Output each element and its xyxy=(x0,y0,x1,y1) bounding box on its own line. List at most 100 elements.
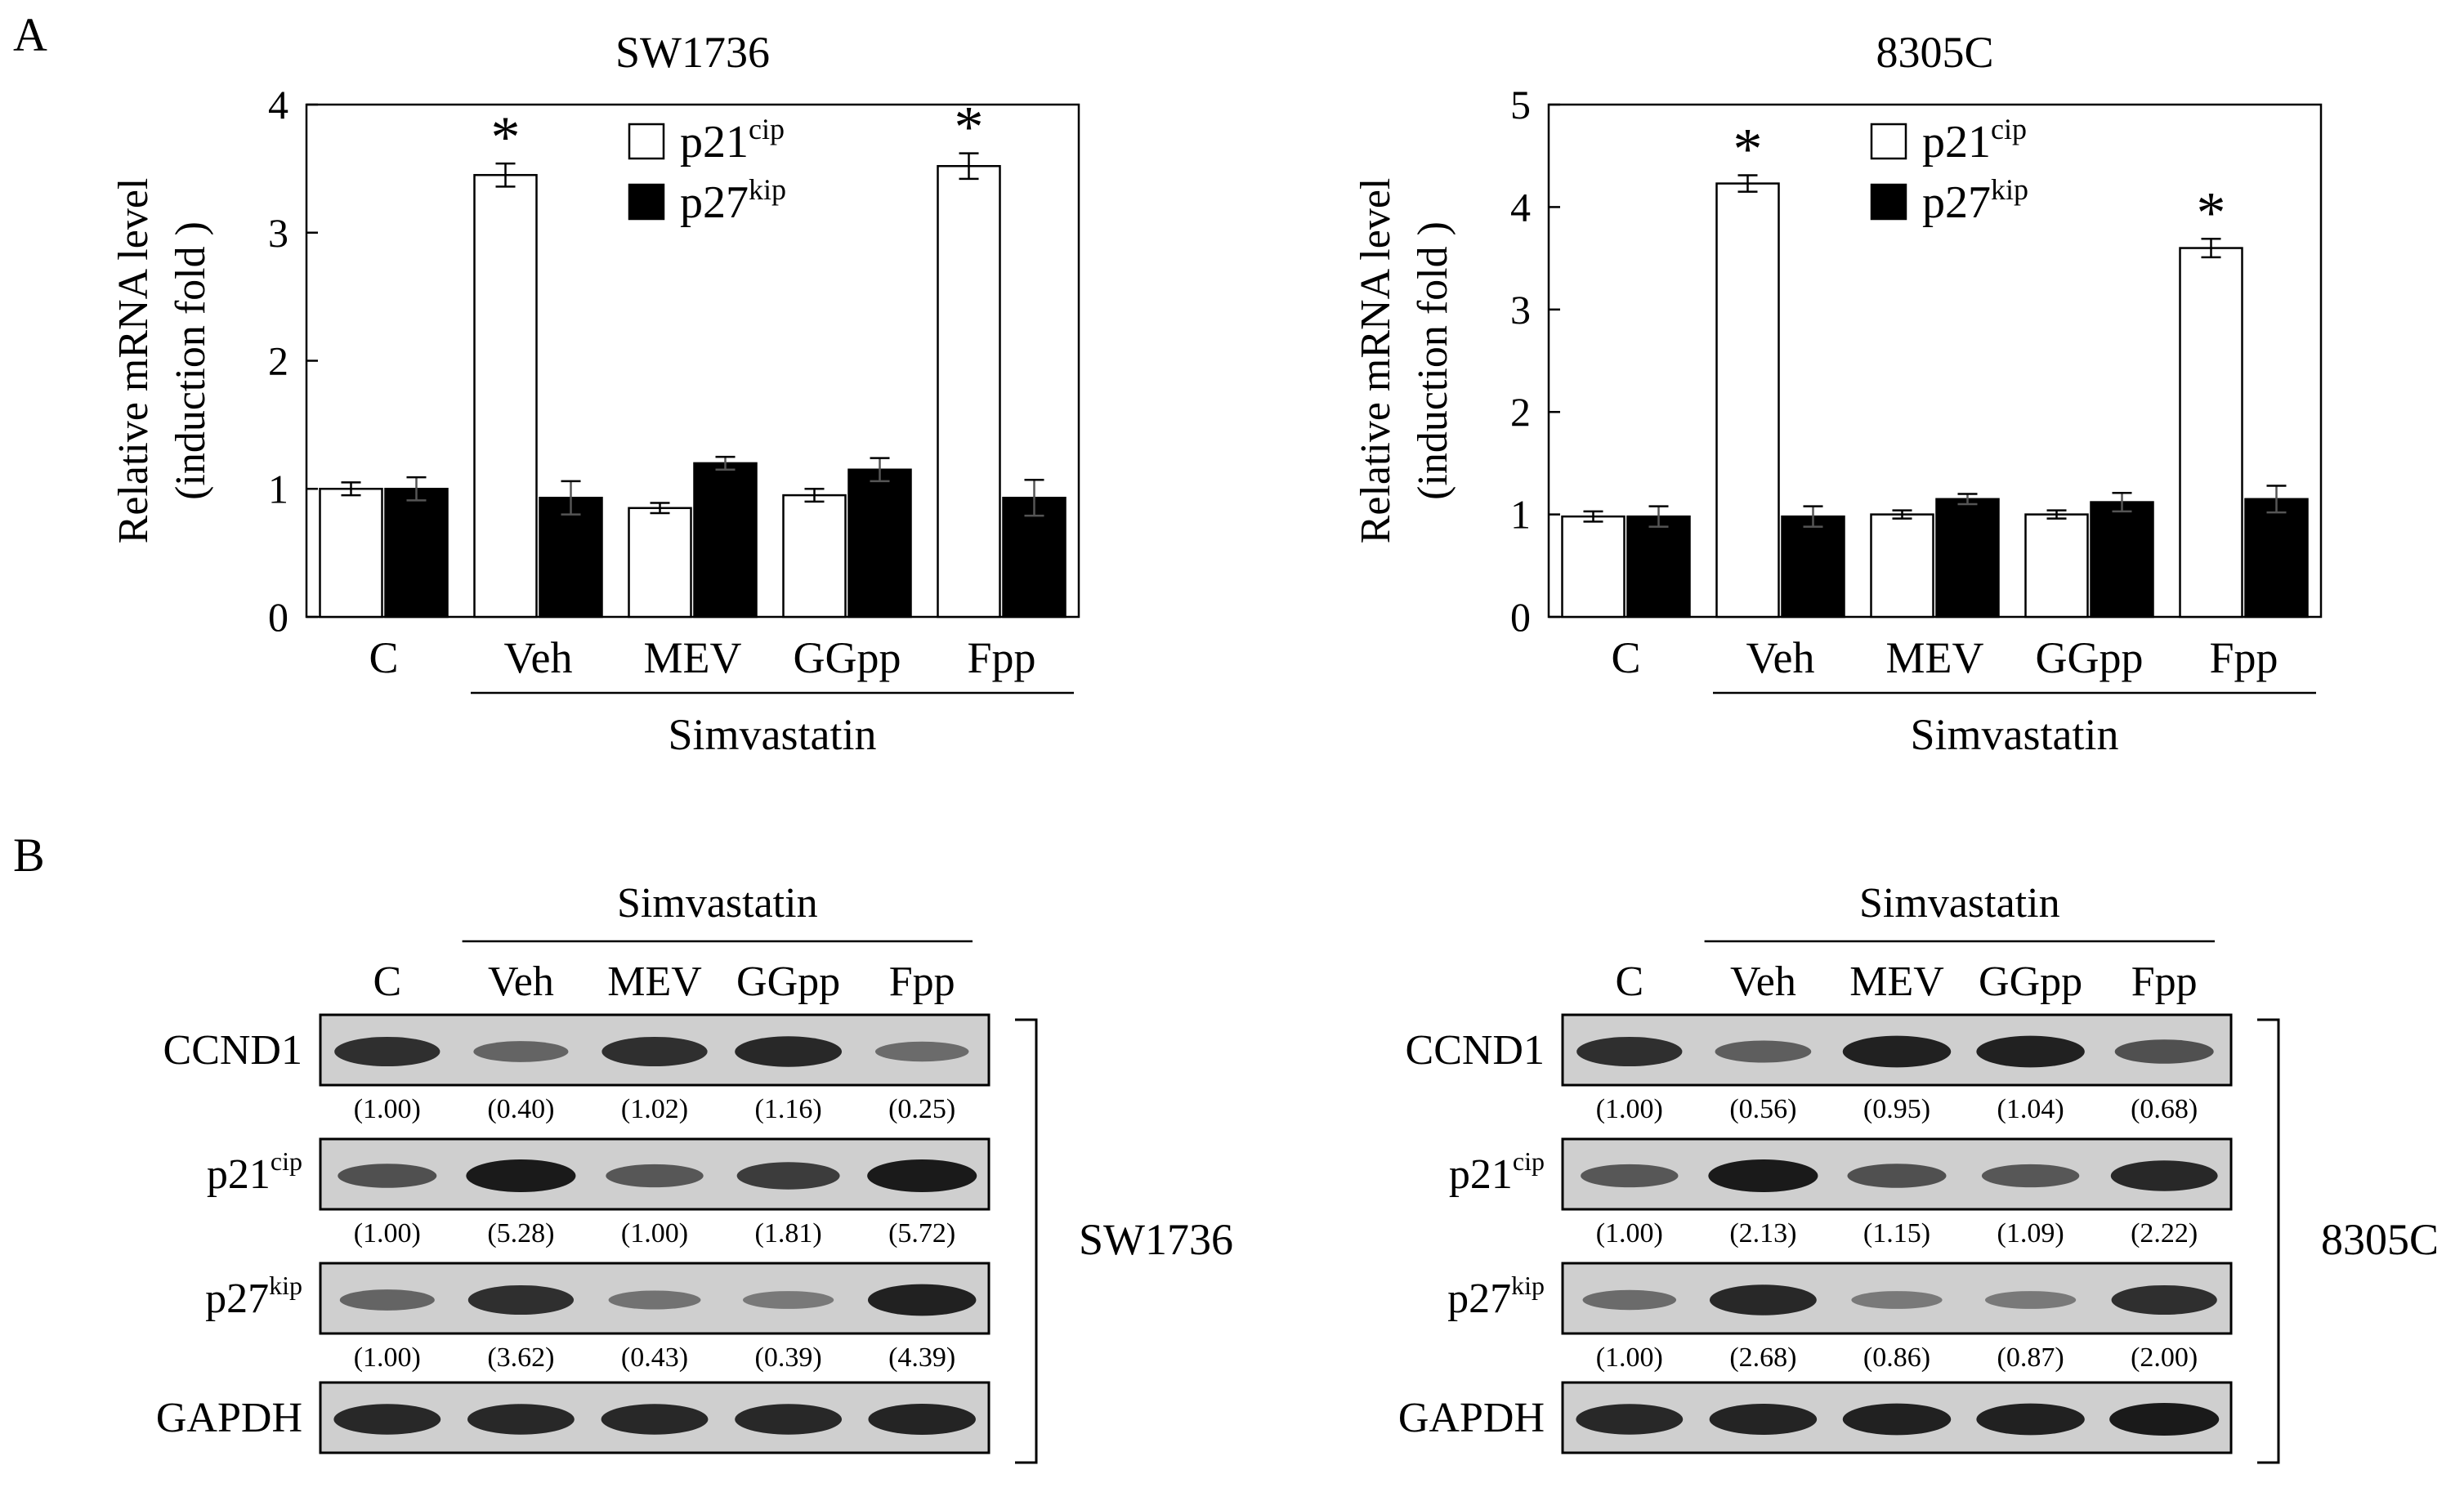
8305c-bar-p27-veh xyxy=(1781,515,1845,619)
sw1736-band-gapdh-ggpp xyxy=(735,1404,843,1435)
8305c-quant-p27-mev: (0.86) xyxy=(1863,1342,1930,1373)
sw1736-blot-row-name-gapdh: GAPDH xyxy=(156,1395,302,1441)
8305c-band-p21-mev xyxy=(1847,1164,1947,1188)
sw1736-legend-name-p27: p27 xyxy=(680,177,749,228)
8305c-y-tick-label: 1 xyxy=(1510,492,1531,538)
8305c-x-tick-label-veh: Veh xyxy=(1746,633,1815,682)
8305c-legend-sup-p21: cip xyxy=(1991,113,2027,145)
sw1736-quant-p21-veh: (5.28) xyxy=(487,1218,554,1249)
sw1736-quant-ccnd1-ggpp: (1.16) xyxy=(755,1094,822,1124)
8305c-band-gapdh-fpp xyxy=(2109,1403,2220,1436)
chart-sw1736-mrna: SW1736 0 1 2 3 4 Relative mRNA level (induction… xyxy=(110,28,1080,759)
8305c-x-tick-label-ggpp: GGpp xyxy=(2036,633,2144,682)
8305c-band-p21-c xyxy=(1581,1164,1679,1188)
8305c-quant-p21-ggpp: (1.09) xyxy=(1997,1218,2064,1249)
sw1736-y-tick-label: 1 xyxy=(268,466,288,511)
sw1736-blot-row-label-p21: p21cip xyxy=(207,1146,302,1198)
8305c-band-gapdh-ggpp xyxy=(1976,1403,2085,1436)
8305c-band-ccnd1-c xyxy=(1576,1036,1683,1067)
8305c-significance-star-fpp: * xyxy=(2197,180,2226,245)
8305c-lane-label-veh: Veh xyxy=(1730,958,1796,1005)
sw1736-band-gapdh-veh xyxy=(467,1404,575,1435)
8305c-x-tick-label-fpp: Fpp xyxy=(2209,633,2278,682)
8305c-group-label: Simvastatin xyxy=(1911,710,2119,759)
8305c-plot-frame xyxy=(1547,103,2323,619)
sw1736-blot-group-label: Simvastatin xyxy=(617,880,818,927)
8305c-quant-p27-c: (1.00) xyxy=(1596,1342,1663,1373)
8305c-cell-line-label: 8305C xyxy=(2321,1215,2439,1264)
western-blot-sw1736: Simvastatin C Veh MEV GGpp Fpp CCND1 (1.00) (0.4… xyxy=(156,880,1233,1464)
8305c-y-tick-label: 2 xyxy=(1510,389,1531,435)
8305c-blot-row-label-gapdh: GAPDH xyxy=(1398,1395,1545,1441)
8305c-band-ccnd1-fpp xyxy=(2114,1039,2214,1064)
sw1736-blot-row-label-ccnd1: CCND1 xyxy=(163,1027,302,1074)
sw1736-group-label: Simvastatin xyxy=(669,710,877,759)
sw1736-bar-p21-ggpp xyxy=(782,494,847,619)
sw1736-x-tick-label-ggpp: GGpp xyxy=(794,633,901,682)
8305c-lane-label-fpp: Fpp xyxy=(2131,958,2198,1005)
8305c-y-axis-label-2: (induction fold ) xyxy=(1410,221,1456,500)
8305c-quant-ccnd1-veh: (0.56) xyxy=(1729,1094,1796,1124)
sw1736-bar-p21-veh xyxy=(473,173,538,619)
sw1736-quant-ccnd1-mev: (1.02) xyxy=(621,1094,688,1124)
sw1736-quant-p21-mev: (1.00) xyxy=(621,1218,688,1249)
sw1736-quant-p27-c: (1.00) xyxy=(354,1342,421,1373)
8305c-bar-p21-fpp xyxy=(2179,247,2243,619)
8305c-band-gapdh-veh xyxy=(1709,1404,1818,1435)
sw1736-bar-p21-mev xyxy=(628,507,692,619)
sw1736-bar-p27-c xyxy=(384,488,449,619)
sw1736-significance-star-fpp: * xyxy=(955,95,984,160)
8305c-x-tick-label-c: C xyxy=(1611,633,1640,682)
8305c-y-tick-label: 5 xyxy=(1510,82,1531,127)
sw1736-band-gapdh-mev xyxy=(601,1404,709,1435)
8305c-blot-row-sup-p27: kip xyxy=(1511,1271,1545,1300)
8305c-bar-p21-c xyxy=(1561,515,1626,619)
sw1736-lane-label-fpp: Fpp xyxy=(889,958,955,1005)
8305c-band-p21-ggpp xyxy=(1981,1164,2080,1188)
8305c-quant-p21-fpp: (2.22) xyxy=(2131,1218,2198,1249)
sw1736-quant-p21-ggpp: (1.81) xyxy=(755,1218,822,1249)
western-blot-8305c: Simvastatin C Veh MEV GGpp Fpp CCND1 (1.00) (0.5… xyxy=(1398,880,2439,1464)
8305c-blot-row-sup-p21: cip xyxy=(1513,1146,1545,1176)
8305c-blot-row-label-p27: p27kip xyxy=(1447,1271,1545,1322)
sw1736-band-p27-c xyxy=(339,1289,435,1311)
sw1736-quant-p21-fpp: (5.72) xyxy=(888,1218,955,1249)
8305c-bar-p21-mev xyxy=(1870,513,1934,619)
panel-label-b: B xyxy=(13,829,45,882)
8305c-band-ccnd1-ggpp xyxy=(1976,1035,2085,1068)
8305c-band-p21-veh xyxy=(1708,1159,1818,1192)
sw1736-band-p21-mev xyxy=(606,1164,704,1188)
sw1736-y-tick-label: 0 xyxy=(268,594,288,640)
8305c-quant-p21-mev: (1.15) xyxy=(1863,1218,1930,1249)
8305c-band-p27-mev xyxy=(1851,1291,1943,1309)
8305c-y-axis-label: Relative mRNA level xyxy=(1353,178,1399,544)
8305c-blot-row-label-p21: p21cip xyxy=(1449,1146,1545,1198)
sw1736-band-p27-veh xyxy=(467,1284,575,1316)
sw1736-blot-row-name-ccnd1: CCND1 xyxy=(163,1027,302,1074)
8305c-lane-label-mev: MEV xyxy=(1849,958,1944,1005)
8305c-blot-group-label: Simvastatin xyxy=(1859,880,2060,927)
sw1736-quant-p27-veh: (3.62) xyxy=(487,1342,554,1373)
8305c-band-p27-fpp xyxy=(2111,1284,2217,1316)
8305c-legend-label-p27: p27kip xyxy=(1922,173,2028,228)
sw1736-x-tick-label-fpp: Fpp xyxy=(967,633,1035,682)
8305c-quant-p27-ggpp: (0.87) xyxy=(1997,1342,2064,1373)
8305c-y-tick-label: 4 xyxy=(1510,184,1531,230)
8305c-blot-row-name-gapdh: GAPDH xyxy=(1398,1395,1545,1441)
sw1736-blot-row-name-p21: p21 xyxy=(207,1151,271,1198)
sw1736-band-p27-ggpp xyxy=(742,1291,834,1309)
sw1736-y-tick-label: 4 xyxy=(268,82,288,127)
8305c-legend-name-p27: p27 xyxy=(1922,177,1991,228)
sw1736-bar-p27-ggpp xyxy=(847,468,912,619)
sw1736-band-p21-c xyxy=(338,1164,437,1188)
8305c-x-tick-label-mev: MEV xyxy=(1886,633,1984,682)
sw1736-blot-row-label-gapdh: GAPDH xyxy=(156,1395,302,1441)
sw1736-quant-ccnd1-fpp: (0.25) xyxy=(888,1094,955,1124)
sw1736-band-gapdh-fpp xyxy=(868,1404,976,1435)
sw1736-y-axis-label: Relative mRNA level xyxy=(110,178,157,544)
8305c-y-tick-label: 3 xyxy=(1510,287,1531,333)
8305c-blot-row-name-p27: p27 xyxy=(1447,1275,1511,1322)
8305c-legend-name-p21: p21 xyxy=(1922,117,1991,168)
8305c-legend-sup-p27: kip xyxy=(1991,173,2028,206)
sw1736-band-ccnd1-veh xyxy=(473,1041,569,1062)
